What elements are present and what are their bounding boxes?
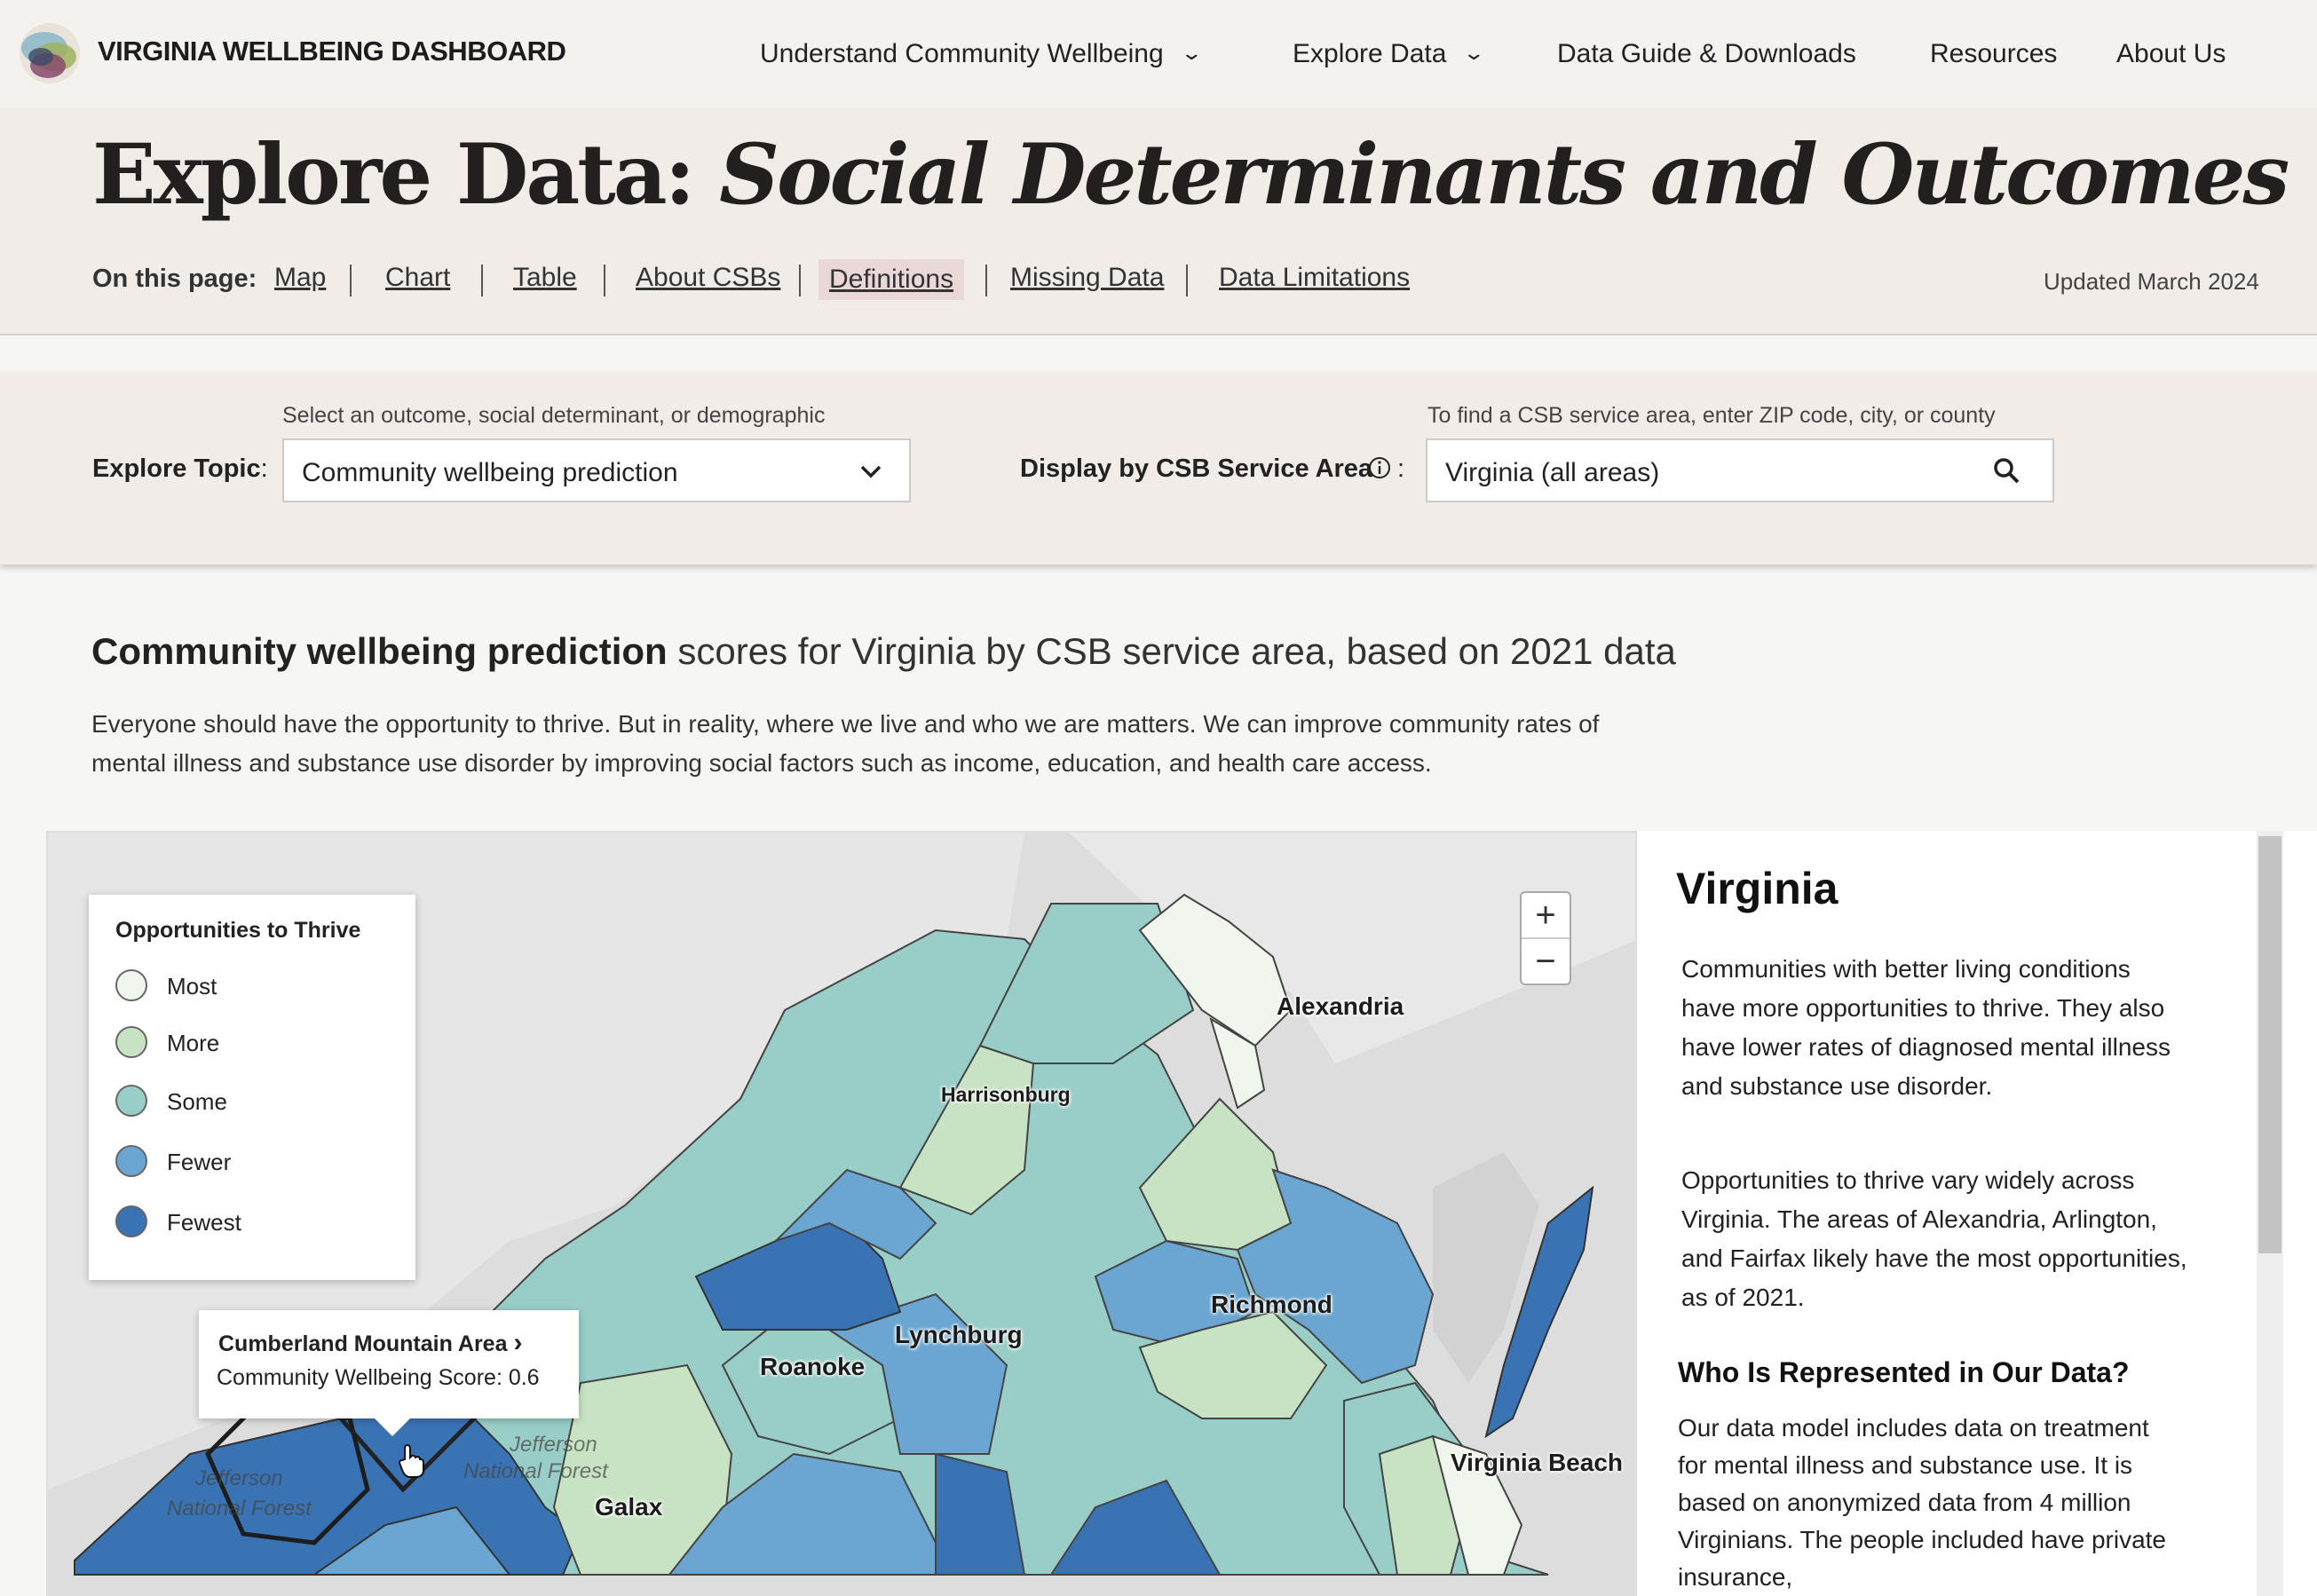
legend-swatch xyxy=(115,1145,147,1177)
nav-label: Explore Data xyxy=(1293,39,1447,68)
map-legend: Opportunities to Thrive Most More Some F… xyxy=(89,895,415,1280)
chevron-down-icon xyxy=(860,465,882,478)
link-chart[interactable]: Chart xyxy=(385,263,451,292)
page-title-prefix: Explore Data: xyxy=(92,126,720,224)
legend-title: Opportunities to Thrive xyxy=(115,918,361,943)
link-about-csbs[interactable]: About CSBs xyxy=(636,263,781,292)
map-label-richmond: Richmond xyxy=(1211,1291,1332,1318)
area-title: Virginia xyxy=(1676,864,1839,913)
area-paragraph-2: Opportunities to thrive vary widely acro… xyxy=(1681,1166,2187,1311)
csb-search-input[interactable]: Virginia (all areas) xyxy=(1426,439,2054,502)
on-this-page-label: On this page: xyxy=(92,265,257,293)
logo-icon[interactable] xyxy=(18,21,82,85)
csb-label: Display by CSB Service Area xyxy=(1020,454,1373,483)
top-header: VIRGINIA WELLBEING DASHBOARD Understand … xyxy=(0,0,2317,108)
map-label-virginia-beach: Virginia Beach xyxy=(1451,1449,1624,1476)
topic-label-colon: : xyxy=(260,454,268,483)
topic-select[interactable]: Community wellbeing prediction xyxy=(282,439,911,502)
nav-label: Understand Community Wellbeing xyxy=(760,39,1164,68)
intro-text: Everyone should have the opportunity to … xyxy=(91,710,1600,777)
link-map[interactable]: Map xyxy=(274,263,327,292)
topic-hint: Select an outcome, social determinant, o… xyxy=(282,403,826,428)
hand-cursor-icon xyxy=(398,1443,424,1478)
legend-label: Fewest xyxy=(167,1209,241,1236)
map-label-galax: Galax xyxy=(595,1493,663,1521)
link-separator xyxy=(1186,265,1188,296)
search-icon[interactable] xyxy=(1992,456,2022,486)
nav-understand-community-wellbeing[interactable]: Understand Community Wellbeing ⌄ xyxy=(760,39,1203,69)
nav-about-us[interactable]: About Us xyxy=(2116,39,2226,68)
map-heading-rest: scores for Virginia by CSB service area,… xyxy=(667,630,1676,672)
csb-search-value: Virginia (all areas) xyxy=(1445,458,1660,487)
zoom-out-button[interactable]: − xyxy=(1535,942,1556,981)
map-label-forest: National Forest xyxy=(167,1497,312,1521)
map-label-alexandria: Alexandria xyxy=(1277,992,1404,1020)
link-separator xyxy=(799,265,801,296)
map-heading-topic: Community wellbeing prediction xyxy=(91,630,668,672)
page-hero xyxy=(0,108,2317,336)
map-label-harrisonburg: Harrisonburg xyxy=(941,1083,1071,1106)
area-paragraph-3: Our data model includes data on treatmen… xyxy=(1678,1414,2167,1591)
panel-scrollbar[interactable] xyxy=(2257,831,2283,1596)
area-info-panel: Virginia Communities with better living … xyxy=(1637,831,2317,1596)
link-missing-data[interactable]: Missing Data xyxy=(1010,263,1165,292)
csb-label-colon: : xyxy=(1397,454,1405,483)
legend-swatch xyxy=(115,969,147,1001)
csb-hint: To find a CSB service area, enter ZIP co… xyxy=(1427,403,1996,428)
legend-label: Most xyxy=(167,973,217,999)
legend-label: Some xyxy=(167,1088,227,1115)
link-separator xyxy=(604,265,605,296)
map-label-roanoke: Roanoke xyxy=(760,1353,866,1380)
tooltip-area-label: Cumberland Mountain Area xyxy=(218,1331,508,1356)
legend-swatch xyxy=(115,1205,147,1237)
tooltip-area-name[interactable]: Cumberland Mountain Area › xyxy=(218,1328,522,1358)
page-title-italic: Social Determinants and Outcomes xyxy=(719,126,2289,224)
topic-label: Explore Topic: xyxy=(92,454,268,484)
map-tooltip[interactable]: Cumberland Mountain Area › Community Wel… xyxy=(199,1310,579,1436)
legend-label: Fewer xyxy=(167,1149,232,1175)
topic-label-text: Explore Topic xyxy=(92,454,261,483)
map-label-forest: National Forest xyxy=(463,1459,608,1483)
map-label-lynchburg: Lynchburg xyxy=(895,1321,1023,1348)
page-title: Explore Data: Social Determinants and Ou… xyxy=(92,126,2289,224)
chevron-down-icon: ⌄ xyxy=(1462,42,1486,64)
zoom-in-button[interactable]: + xyxy=(1522,893,1570,939)
legend-label: More xyxy=(167,1030,220,1056)
link-table[interactable]: Table xyxy=(513,263,577,292)
brand-title[interactable]: VIRGINIA WELLBEING DASHBOARD xyxy=(98,36,566,67)
legend-swatch xyxy=(115,1085,147,1117)
link-separator xyxy=(985,265,987,296)
explore-controls: Select an outcome, social determinant, o… xyxy=(0,371,2317,565)
map-zoom-controls: + − xyxy=(1520,891,1571,985)
link-separator xyxy=(350,265,352,296)
nav-resources[interactable]: Resources xyxy=(1930,39,2058,68)
topic-select-value: Community wellbeing prediction xyxy=(302,458,678,487)
scrollbar-thumb[interactable] xyxy=(2258,836,2281,1253)
chevron-down-icon: ⌄ xyxy=(1179,42,1203,64)
map-heading: Community wellbeing prediction scores fo… xyxy=(91,630,1676,673)
area-paragraph-1: Communities with better living condition… xyxy=(1681,955,2171,1100)
map-label-forest: Jefferson xyxy=(195,1466,283,1490)
tooltip-score: Community Wellbeing Score: 0.6 xyxy=(217,1365,540,1390)
nav-data-guide-downloads[interactable]: Data Guide & Downloads xyxy=(1557,39,1856,68)
nav-explore-data[interactable]: Explore Data ⌄ xyxy=(1293,39,1486,69)
who-represented-heading: Who Is Represented in Our Data? xyxy=(1678,1356,2130,1388)
updated-date: Updated March 2024 xyxy=(2044,268,2259,295)
map-label-forest: Jefferson xyxy=(510,1433,597,1457)
legend-swatch xyxy=(115,1026,147,1058)
link-separator xyxy=(481,265,483,296)
link-definitions[interactable]: Definitions xyxy=(818,259,965,300)
chevron-right-icon: › xyxy=(513,1328,523,1357)
link-data-limitations[interactable]: Data Limitations xyxy=(1219,263,1411,292)
info-icon[interactable] xyxy=(1367,455,1392,480)
